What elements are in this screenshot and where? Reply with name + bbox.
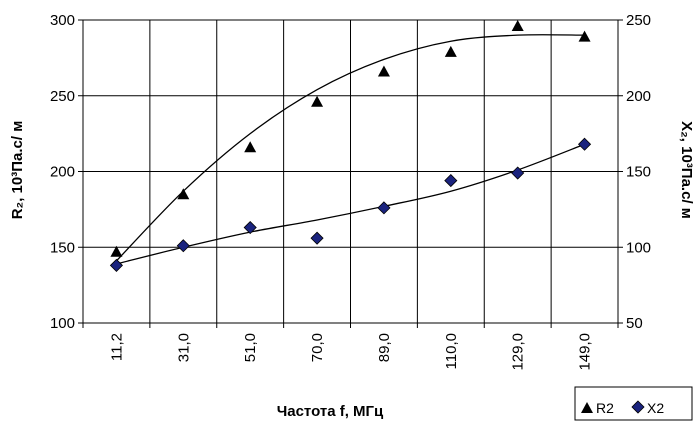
y-axis-title: R₂, 10³Па.с/ м	[9, 121, 26, 220]
x-tick-label: 31,0	[175, 333, 192, 362]
grid	[82, 19, 619, 324]
x-tick-label: 110,0	[443, 333, 460, 369]
y2-tick-label: 250	[626, 12, 651, 29]
point-r2	[110, 245, 123, 257]
x-tick-label: 51,0	[242, 333, 259, 362]
y2-axis-title: X₂, 10³Па.с/ м	[678, 121, 695, 219]
y2-tick-label: 50	[626, 315, 643, 332]
y2-tick-label: 200	[626, 88, 651, 105]
point-x2	[444, 174, 458, 188]
x-axis-title: Частота f, МГц	[277, 403, 384, 420]
point-x2	[109, 258, 124, 272]
point-x2	[577, 137, 592, 151]
point-x2	[310, 231, 324, 245]
y-tick-label: 100	[50, 315, 75, 332]
legend-box	[574, 386, 693, 421]
y-tick-label: 300	[50, 12, 75, 29]
x-tick-label: 89,0	[376, 333, 393, 362]
tick-labels: 100 150 200 250 300 50 100 150 200 250 11,2 31,0 51,…	[50, 12, 651, 371]
axes	[78, 19, 623, 328]
legend-x2-label: X2	[647, 400, 664, 416]
x-tick-label: 11,2	[108, 333, 125, 361]
y-tick-label: 250	[50, 88, 75, 105]
legend-r2-marker	[581, 402, 593, 413]
y-tick-label: 200	[50, 164, 75, 181]
legend-r2-label: R2	[596, 400, 614, 416]
x-tick-label: 149,0	[577, 333, 594, 371]
point-r2	[578, 30, 591, 42]
point-r2	[511, 20, 524, 32]
point-x2	[176, 239, 190, 253]
x-tick-label: 129,0	[510, 333, 527, 371]
data-markers	[109, 20, 592, 272]
y2-tick-label: 150	[626, 164, 651, 181]
point-r2	[244, 141, 257, 153]
point-r2	[177, 188, 190, 200]
point-x2	[243, 220, 257, 235]
point-x2	[511, 166, 525, 180]
point-r2	[311, 95, 324, 107]
trend-line-r2	[115, 34, 585, 262]
point-r2	[444, 45, 457, 57]
y-tick-label: 150	[50, 239, 75, 256]
legend: R2 X2	[574, 386, 693, 421]
y2-tick-label: 100	[626, 239, 651, 256]
legend-x2-marker	[631, 400, 645, 414]
x-tick-label: 70,0	[309, 333, 326, 362]
point-r2	[377, 65, 390, 77]
point-x2	[377, 201, 391, 215]
